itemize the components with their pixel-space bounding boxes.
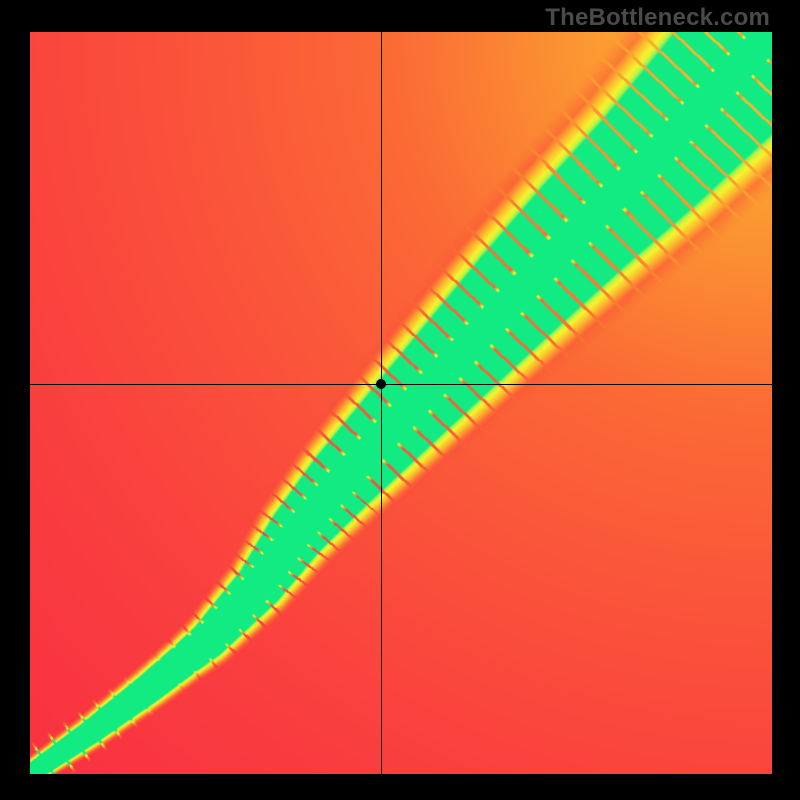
data-point-marker — [376, 379, 386, 389]
crosshair-horizontal — [30, 384, 772, 385]
chart-frame: TheBottleneck.com — [0, 0, 800, 800]
crosshair-vertical — [381, 32, 382, 774]
watermark-text: TheBottleneck.com — [545, 4, 770, 32]
heatmap-plot — [30, 32, 772, 774]
heatmap-canvas — [30, 32, 772, 774]
